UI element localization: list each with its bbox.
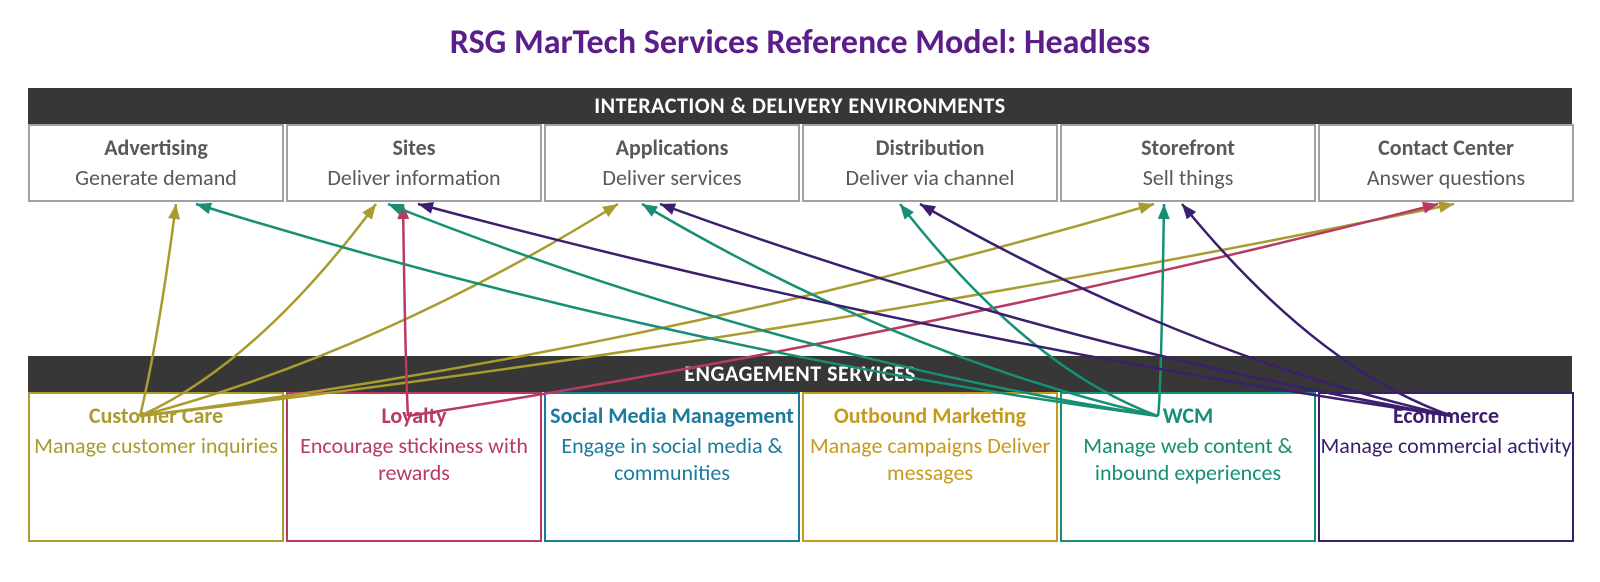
bottom-box-desc: Manage web content & inbound experiences (1062, 432, 1314, 487)
top-box-label: Contact Center (1320, 134, 1572, 162)
top-box-contactcenter: Contact Center Answer questions (1318, 124, 1574, 202)
bottom-box-wcm: WCM Manage web content & inbound experie… (1060, 392, 1316, 542)
top-box-desc: Deliver information (288, 164, 540, 192)
top-section-header: INTERACTION & DELIVERY ENVIRONMENTS (28, 88, 1572, 124)
bottom-box-ecommerce: Ecommerce Manage commercial activity (1318, 392, 1574, 542)
top-box-distribution: Distribution Deliver via channel (802, 124, 1058, 202)
diagram-root: RSG MarTech Services Reference Model: He… (0, 0, 1600, 582)
top-box-sites: Sites Deliver information (286, 124, 542, 202)
top-box-advertising: Advertising Generate demand (28, 124, 284, 202)
bottom-box-desc: Encourage stickiness with rewards (288, 432, 540, 487)
top-box-desc: Deliver services (546, 164, 798, 192)
bottom-box-label: Ecommerce (1320, 402, 1572, 430)
top-box-label: Storefront (1062, 134, 1314, 162)
top-box-label: Advertising (30, 134, 282, 162)
top-box-label: Applications (546, 134, 798, 162)
bottom-box-label: Loyalty (288, 402, 540, 430)
bottom-box-outbound: Outbound Marketing Manage campaigns Deli… (802, 392, 1058, 542)
top-box-desc: Deliver via channel (804, 164, 1056, 192)
bottom-box-smm: Social Media Management Engage in social… (544, 392, 800, 542)
top-box-desc: Sell things (1062, 164, 1314, 192)
bottom-box-desc: Engage in social media & communities (546, 432, 798, 487)
bottom-box-desc: Manage commercial activity (1320, 432, 1572, 460)
bottom-box-label: WCM (1062, 402, 1314, 430)
page-title: RSG MarTech Services Reference Model: He… (0, 22, 1600, 63)
top-box-label: Distribution (804, 134, 1056, 162)
bottom-box-label: Social Media Management (546, 402, 798, 430)
bottom-section-header: ENGAGEMENT SERVICES (28, 356, 1572, 392)
bottom-box-desc: Manage campaigns Deliver messages (804, 432, 1056, 487)
top-box-label: Sites (288, 134, 540, 162)
bottom-box-customercare: Customer Care Manage customer inquiries (28, 392, 284, 542)
top-box-desc: Generate demand (30, 164, 282, 192)
bottom-box-loyalty: Loyalty Encourage stickiness with reward… (286, 392, 542, 542)
bottom-box-label: Customer Care (30, 402, 282, 430)
top-box-desc: Answer questions (1320, 164, 1572, 192)
top-box-storefront: Storefront Sell things (1060, 124, 1316, 202)
top-box-applications: Applications Deliver services (544, 124, 800, 202)
bottom-box-desc: Manage customer inquiries (30, 432, 282, 460)
bottom-box-label: Outbound Marketing (804, 402, 1056, 430)
